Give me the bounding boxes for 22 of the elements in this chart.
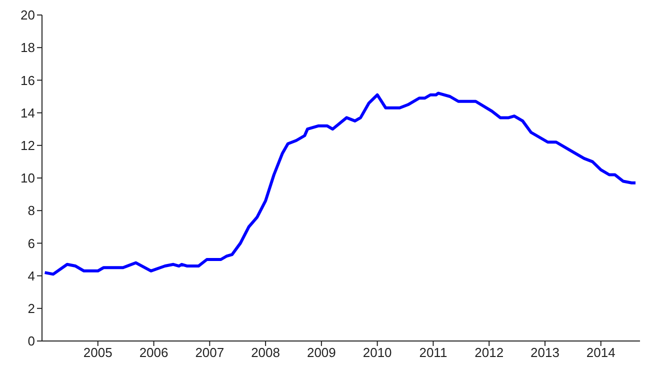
x-tick-label: 2010 [362,345,392,360]
y-tick-label: 20 [20,8,35,23]
y-tick-label: 6 [28,236,35,251]
x-tick-label: 2009 [306,345,336,360]
y-tick-label: 8 [28,203,35,218]
y-tick-label: 2 [28,301,35,316]
x-tick-label: 2014 [586,345,616,360]
x-tick-label: 2012 [474,345,504,360]
x-tick-label: 2011 [419,345,448,360]
y-tick-label: 4 [28,268,35,284]
y-tick-label: 18 [20,40,35,56]
x-tick-label: 2008 [251,345,280,360]
x-tick-label: 2013 [530,345,560,360]
x-tick-label: 2006 [139,345,168,360]
y-tick-label: 10 [20,170,35,186]
x-tick-label: 2007 [195,345,224,360]
y-tick-label: 0 [28,334,35,349]
line-series [43,92,638,276]
y-tick-label: 14 [20,105,35,120]
y-tick-label: 16 [20,72,35,88]
y-tick-label: 12 [20,138,35,154]
x-tick-label: 2005 [83,345,112,360]
